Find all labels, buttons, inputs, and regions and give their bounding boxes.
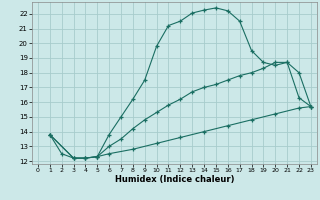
X-axis label: Humidex (Indice chaleur): Humidex (Indice chaleur): [115, 175, 234, 184]
